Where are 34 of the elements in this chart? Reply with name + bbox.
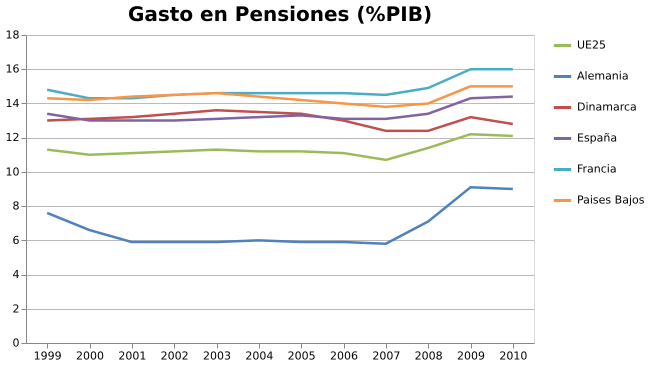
y-tick-label: 6: [12, 234, 20, 247]
x-tick-label: 2009: [457, 350, 485, 362]
y-tick-label: 16: [6, 62, 20, 76]
x-tick-label: 2007: [372, 350, 400, 362]
x-tick-label: 2003: [203, 350, 231, 362]
x-tick-label: 2005: [288, 350, 316, 362]
x-tick-label: 2006: [330, 350, 358, 362]
line-series: [46, 85, 514, 108]
x-tick-label: 2002: [160, 350, 189, 362]
y-tick-label: 4: [12, 268, 20, 282]
chart-title: Gasto en Pensiones (%PIB): [128, 2, 432, 26]
legend-label: Alemania: [577, 70, 629, 82]
y-tick-label: 2: [12, 302, 20, 316]
y-tick-label: 8: [12, 200, 20, 213]
y-tick-label: 18: [6, 28, 20, 42]
x-tick-label: 1999: [34, 350, 62, 362]
line-series: [46, 95, 514, 122]
line-series: [46, 132, 514, 162]
x-tick-label: 2010: [499, 350, 528, 362]
x-tick-label: 2008: [414, 350, 443, 362]
y-tick-label: 0: [12, 336, 20, 350]
y-tick-label: 14: [6, 96, 20, 110]
y-tick-label: 12: [6, 131, 20, 144]
x-tick-label: 2001: [118, 350, 146, 362]
legend-label: Dinamarca: [577, 100, 637, 114]
legend-label: Paises Bajos: [577, 194, 645, 206]
legend-label: Francia: [577, 162, 617, 176]
x-tick-label: 2000: [76, 350, 104, 362]
legend-label: España: [577, 132, 618, 144]
y-tick-label: 10: [6, 165, 20, 178]
x-tick-label: 2004: [245, 350, 274, 362]
line-series: [46, 186, 514, 246]
line-series: [46, 109, 514, 132]
legend-label: UE25: [577, 38, 606, 52]
